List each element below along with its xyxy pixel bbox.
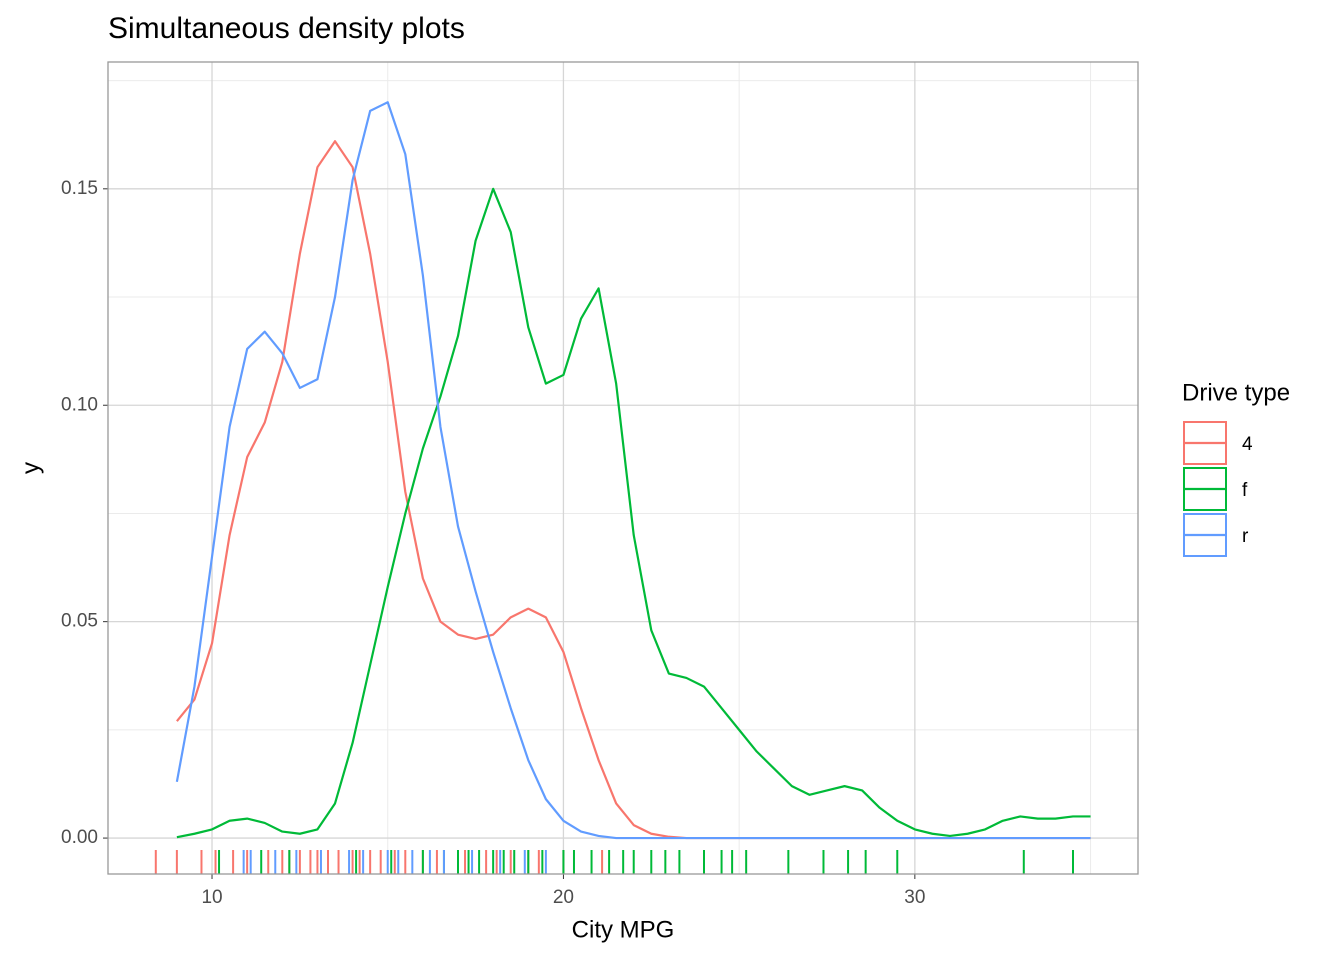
y-axis-label: y	[17, 462, 44, 474]
y-tick-label: 0.00	[61, 827, 98, 848]
y-tick-label: 0.15	[61, 178, 98, 199]
legend-title: Drive type	[1182, 379, 1290, 406]
chart-title: Simultaneous density plots	[108, 12, 465, 45]
legend-label: 4	[1242, 434, 1253, 455]
density-line	[175, 101, 1091, 840]
x-axis-label: City MPG	[572, 916, 675, 943]
y-tick-label: 0.05	[61, 611, 98, 632]
y-tick-label: 0.10	[61, 394, 98, 415]
x-tick-label: 30	[904, 887, 925, 908]
x-tick-label: 20	[553, 887, 574, 908]
x-tick-label: 10	[201, 887, 222, 908]
density-line	[176, 187, 1091, 839]
panel-border	[107, 61, 1139, 875]
legend-label: r	[1242, 526, 1249, 547]
legend-label: f	[1242, 480, 1248, 501]
